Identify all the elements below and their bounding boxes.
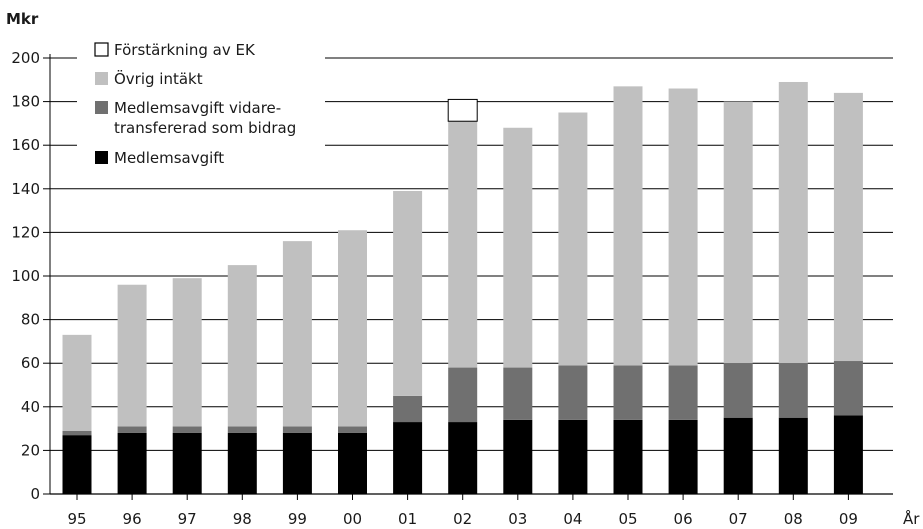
x-tick-label-08: 08	[784, 510, 803, 528]
x-tick-label-98: 98	[233, 510, 252, 528]
bar-99-series-2	[282, 241, 312, 427]
y-tick-label-20: 20	[21, 441, 40, 459]
bar-97-series-2	[172, 278, 202, 427]
x-axis-unit-label: År	[903, 509, 920, 528]
x-tick-label-06: 06	[674, 510, 693, 528]
bar-06-series-2	[668, 88, 698, 366]
legend-label-0-0: Förstärkning av EK	[114, 41, 256, 59]
bar-07-series-0	[723, 417, 753, 494]
bar-01-series-2	[393, 190, 423, 396]
legend-swatch-1	[95, 72, 108, 85]
bar-96-series-0	[117, 432, 147, 494]
y-tick-label-120: 120	[11, 223, 40, 241]
bar-07-series-1	[723, 363, 753, 418]
y-tick-label-100: 100	[11, 267, 40, 285]
bar-02-series-3	[447, 98, 478, 122]
y-tick-label-80: 80	[21, 311, 40, 329]
y-tick-label-0: 0	[30, 485, 40, 503]
bar-95-series-0	[62, 435, 92, 494]
bar-98-series-1	[227, 426, 257, 433]
y-axis-unit-label: Mkr	[6, 10, 39, 28]
legend: Förstärkning av EK Övrig intäkt Medlemsavg…	[77, 36, 325, 178]
bar-06-series-0	[668, 419, 698, 494]
x-tick-label-01: 01	[398, 510, 417, 528]
bar-96-series-2	[117, 284, 147, 427]
bar-04-series-1	[558, 365, 588, 420]
bar-07-series-2	[723, 101, 753, 364]
legend-label-3-0: Medlemsavgift	[114, 149, 224, 167]
y-tick-label-200: 200	[11, 49, 40, 67]
bar-98-series-2	[227, 265, 257, 427]
bars	[62, 81, 863, 494]
legend-background	[77, 36, 325, 178]
legend-label-2-0: Medlemsavgift vidare-	[114, 99, 281, 117]
bar-02-series-1	[448, 367, 478, 423]
bar-02-series-0	[448, 422, 478, 494]
bar-97-series-1	[172, 426, 202, 433]
bar-99-series-1	[282, 426, 312, 433]
bar-08-series-2	[778, 81, 808, 364]
bar-99-series-0	[282, 432, 312, 494]
x-tick-label-02: 02	[453, 510, 472, 528]
bar-00-series-1	[338, 426, 367, 433]
bar-09-series-2	[833, 92, 863, 362]
bar-08-series-1	[778, 363, 808, 418]
y-tick-label-60: 60	[21, 354, 40, 372]
x-tick-label-05: 05	[618, 510, 637, 528]
x-tick-label-09: 09	[839, 510, 858, 528]
bar-03-series-2	[503, 127, 533, 368]
bar-95-series-1	[62, 430, 92, 436]
x-tick-label-00: 00	[343, 510, 362, 528]
bar-03-series-1	[503, 367, 533, 420]
bar-08-series-0	[778, 417, 808, 494]
y-tick-label-40: 40	[21, 398, 40, 416]
y-tick-label-180: 180	[11, 93, 40, 111]
bar-05-series-0	[613, 419, 643, 494]
bar-00-series-2	[338, 230, 367, 427]
bar-96-series-1	[117, 426, 147, 433]
bar-95-series-2	[62, 334, 92, 431]
bar-00-series-0	[338, 432, 367, 494]
y-tick-label-140: 140	[11, 180, 40, 198]
y-tick-label-160: 160	[11, 136, 40, 154]
x-tick-label-96: 96	[123, 510, 142, 528]
x-tick-label-03: 03	[508, 510, 527, 528]
legend-swatch-3	[95, 151, 108, 164]
bar-04-series-0	[558, 419, 588, 494]
legend-swatch-0	[94, 42, 109, 57]
x-tick-label-04: 04	[563, 510, 582, 528]
bar-98-series-0	[227, 432, 257, 494]
bar-06-series-1	[668, 365, 698, 420]
bar-03-series-0	[503, 419, 533, 494]
bar-05-series-2	[613, 86, 643, 366]
bar-01-series-0	[393, 422, 423, 494]
x-tick-label-07: 07	[729, 510, 748, 528]
bar-09-series-0	[833, 415, 863, 494]
bar-05-series-1	[613, 365, 643, 420]
x-tick-label-99: 99	[288, 510, 307, 528]
bar-04-series-2	[558, 112, 588, 366]
bar-09-series-1	[833, 361, 863, 416]
bar-01-series-1	[393, 395, 423, 423]
legend-label-1-0: Övrig intäkt	[114, 69, 203, 88]
bar-02-series-2	[448, 121, 478, 368]
x-tick-label-95: 95	[67, 510, 86, 528]
legend-label-2-1: transfererad som bidrag	[114, 119, 296, 137]
legend-swatch-2	[95, 101, 108, 114]
x-tick-label-97: 97	[178, 510, 197, 528]
bar-97-series-0	[172, 432, 202, 494]
